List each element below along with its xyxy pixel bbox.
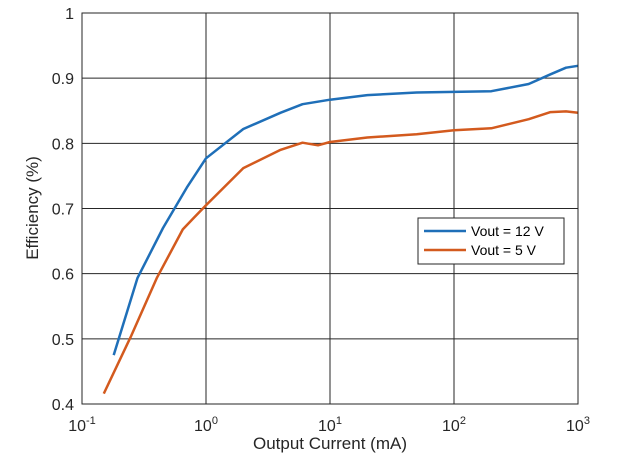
y-axis-ticks: 0.4 0.5 0.6 0.7 0.8 0.9 1 — [52, 6, 74, 414]
x-tick-label: 100 — [194, 415, 218, 435]
legend-box — [417, 217, 565, 265]
y-tick-label: 0.8 — [52, 136, 74, 153]
series-lines — [102, 64, 579, 395]
x-axis-ticks: 10-1 100 101 102 103 — [68, 415, 590, 435]
y-axis-label: Efficiency (%) — [23, 156, 42, 260]
y-tick-label: 0.4 — [52, 397, 74, 414]
x-tick-label: 103 — [566, 415, 590, 435]
legend-label-vout-12v: Vout = 12 V — [471, 223, 544, 239]
legend: Vout = 12 V Vout = 5 V — [417, 217, 565, 265]
y-tick-label: 0.9 — [52, 71, 74, 88]
y-tick-label: 0.7 — [52, 202, 74, 219]
x-tick-label: 102 — [442, 415, 466, 435]
y-tick-label: 0.5 — [52, 332, 74, 349]
y-tick-label: 1 — [65, 6, 74, 23]
y-tick-label: 0.6 — [52, 267, 74, 284]
x-tick-label: 10-1 — [68, 415, 96, 435]
legend-label-vout-5v: Vout = 5 V — [471, 242, 537, 258]
x-tick-label: 101 — [318, 415, 342, 435]
series-line-vout-5v — [102, 110, 579, 395]
plot-frame — [81, 12, 579, 405]
series-line-vout-12v — [112, 64, 579, 356]
x-axis-label: Output Current (mA) — [253, 434, 407, 453]
grid-lines — [81, 12, 579, 405]
